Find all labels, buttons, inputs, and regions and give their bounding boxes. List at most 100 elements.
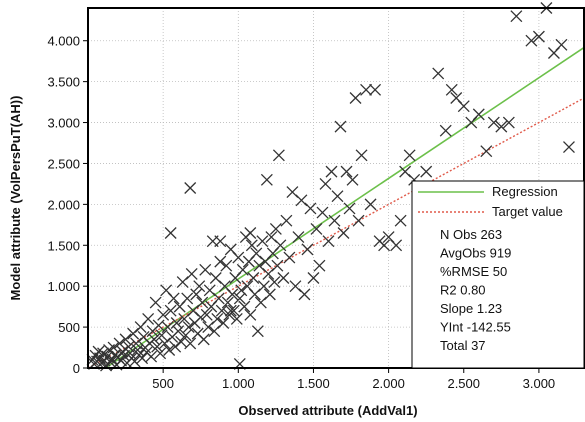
data-point — [352, 214, 365, 227]
x-tick-label: 3.000 — [523, 376, 556, 391]
data-point — [148, 333, 161, 346]
y-tick-label: 1.500 — [47, 238, 80, 253]
data-point — [164, 304, 177, 317]
data-point — [182, 321, 195, 334]
data-point — [563, 141, 575, 154]
data-point — [215, 304, 228, 317]
data-point — [236, 263, 249, 276]
data-point — [439, 124, 452, 137]
y-tick-label: 500 — [58, 320, 80, 335]
legend-stat: N Obs 263 — [440, 227, 502, 242]
data-point — [220, 259, 233, 272]
data-point — [184, 337, 197, 350]
data-point — [197, 333, 210, 346]
x-tick-label: 1.000 — [222, 376, 255, 391]
data-point — [390, 239, 403, 252]
reference-lines — [87, 46, 585, 369]
data-point — [277, 272, 290, 284]
data-point — [316, 206, 329, 219]
data-point — [118, 349, 131, 362]
data-point — [238, 300, 251, 313]
data-point — [502, 116, 515, 129]
data-point — [235, 284, 248, 297]
data-point — [224, 304, 237, 317]
data-point — [217, 317, 230, 329]
data-point — [193, 280, 206, 293]
data-point — [301, 243, 314, 256]
data-point — [457, 100, 470, 113]
data-point — [322, 235, 335, 248]
data-point — [319, 177, 332, 190]
y-tick-label: 1.000 — [47, 279, 80, 294]
data-point — [226, 288, 239, 301]
data-point — [298, 288, 311, 301]
data-point — [232, 251, 245, 264]
data-point — [394, 214, 407, 227]
data-point — [378, 239, 391, 252]
data-point — [199, 263, 212, 276]
data-point — [271, 259, 284, 272]
data-point — [280, 214, 293, 227]
data-point — [328, 214, 341, 227]
legend-target-label: Target value — [492, 204, 563, 219]
data-point — [445, 83, 458, 96]
data-point — [272, 149, 285, 162]
x-tick-label: 2.500 — [447, 376, 480, 391]
legend-stat: Slope 1.23 — [440, 301, 502, 316]
data-point — [244, 227, 257, 239]
data-point — [269, 222, 282, 235]
regression-line — [104, 46, 585, 369]
x-axis-label: Observed attribute (AddVal1) — [238, 403, 417, 418]
data-point — [268, 276, 281, 289]
data-point — [128, 355, 141, 368]
legend-box — [411, 180, 585, 369]
data-point — [211, 312, 224, 325]
data-point — [555, 38, 568, 51]
data-point — [181, 292, 194, 305]
data-point — [349, 92, 362, 104]
data-point — [334, 120, 347, 133]
data-point — [325, 165, 338, 178]
data-point — [343, 202, 356, 215]
data-point — [525, 34, 538, 47]
data-point — [304, 202, 317, 215]
data-point — [472, 108, 485, 121]
y-tick-label: 2.000 — [47, 197, 80, 212]
data-point — [274, 239, 287, 252]
data-point — [155, 329, 168, 342]
y-axis-ticks: 0 500 1.000 1.500 2.000 2.500 3.000 3.500 4.000 — [47, 34, 88, 376]
data-point — [154, 347, 167, 360]
data-point — [480, 145, 493, 158]
data-point — [331, 190, 344, 203]
data-point — [161, 321, 174, 334]
y-tick-label: 3.500 — [47, 75, 80, 90]
data-point — [432, 67, 445, 80]
data-point — [142, 312, 155, 325]
data-point — [149, 296, 162, 309]
data-point — [420, 165, 433, 178]
y-tick-label: 2.500 — [47, 156, 80, 171]
legend-regression-label: Regression — [492, 184, 558, 199]
data-point — [185, 267, 198, 280]
data-point — [179, 329, 192, 342]
data-point — [257, 280, 270, 293]
data-point — [172, 325, 185, 338]
data-point — [190, 288, 203, 301]
legend: Regression Target value N Obs 263 AvgObs … — [411, 180, 585, 369]
data-point — [119, 333, 132, 346]
data-point — [116, 345, 129, 358]
data-point — [510, 10, 523, 23]
data-point — [169, 340, 182, 353]
x-tick-label: 2.000 — [372, 376, 405, 391]
y-axis-label: Model attribute (VolPersPuT(AH)) — [8, 96, 23, 301]
data-point — [247, 272, 260, 284]
y-tick-label: 0 — [73, 361, 80, 376]
data-point — [107, 341, 120, 354]
data-point — [487, 116, 500, 129]
data-point — [194, 311, 207, 324]
data-point — [307, 272, 320, 284]
data-point — [221, 296, 234, 309]
data-point — [131, 344, 144, 356]
y-tick-label: 3.000 — [47, 116, 80, 131]
